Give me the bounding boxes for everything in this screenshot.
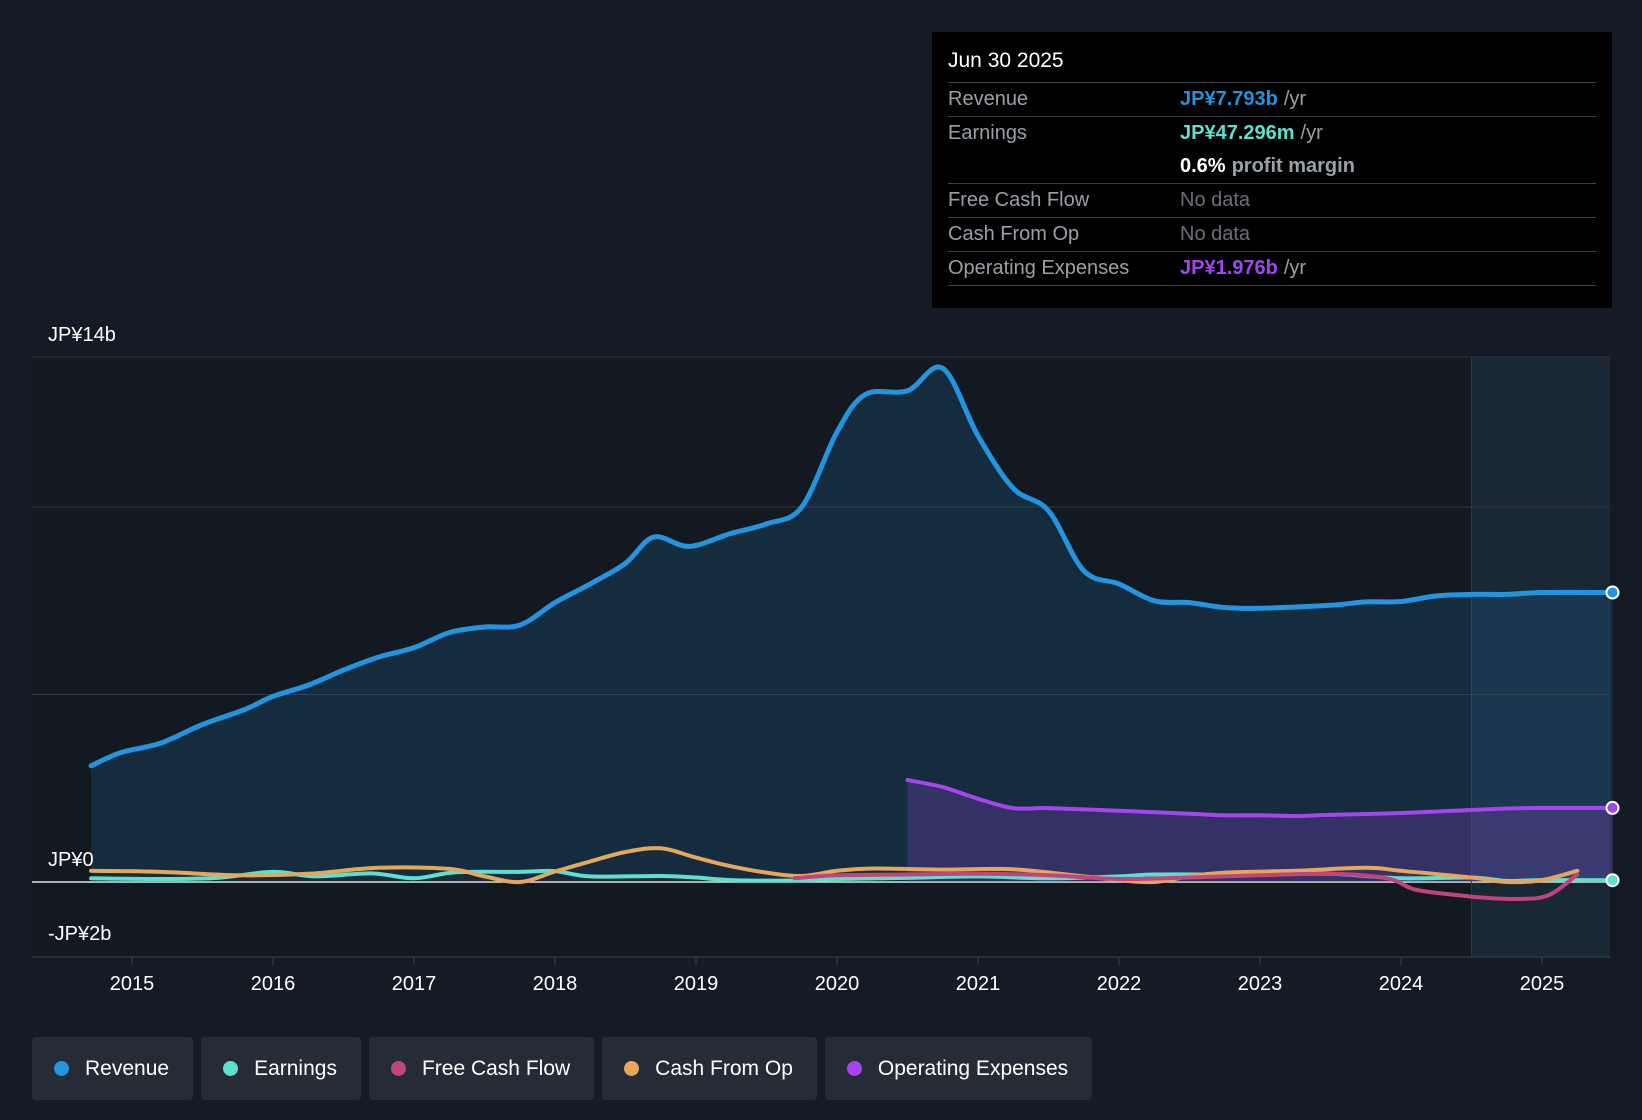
tooltip-date: Jun 30 2025	[948, 46, 1596, 83]
series-lines	[88, 364, 1615, 901]
y-axis-label: JP¥14b	[48, 324, 116, 346]
x-axis-ticks: 2015 2016 2017 2018 2019 2020 2021 2022 2023 2024…	[110, 957, 1565, 995]
revenue-value-group: JP¥7.793b/yr	[1180, 83, 1306, 116]
earnings-end-marker	[1605, 873, 1620, 888]
earnings-value: JP¥47.296m	[1180, 122, 1295, 144]
free-cash-flow-dot-icon	[390, 1061, 406, 1076]
revenue-line	[88, 364, 1615, 769]
legend: Revenue Earnings Free Cash Flow Cash Fro…	[32, 1037, 1093, 1100]
cfo-value: No data	[1180, 223, 1251, 245]
revenue-area	[91, 366, 1613, 882]
operating-expenses-line	[905, 778, 1615, 819]
x-tick-label: 2025	[1520, 973, 1565, 995]
operating-expenses-end-marker	[1605, 800, 1620, 815]
opex-unit: /yr	[1283, 257, 1307, 279]
x-tick-label: 2021	[956, 973, 1001, 995]
x-tick-label: 2020	[815, 973, 860, 995]
x-tick-label: 2016	[251, 973, 296, 995]
margin-spacer	[948, 150, 1180, 183]
tooltip-row-earnings: Earnings JP¥47.296m/yr	[948, 117, 1596, 150]
x-tick-label: 2017	[392, 973, 437, 995]
y-axis-label: JP¥0	[48, 849, 94, 871]
revenue-end-marker	[1605, 585, 1620, 600]
x-tick-label: 2022	[1097, 973, 1142, 995]
legend-item-revenue[interactable]: Revenue	[32, 1037, 194, 1100]
revenue-label: Revenue	[948, 88, 1029, 110]
margin-group: 0.6% profit margin	[1180, 150, 1355, 183]
revenue-unit: /yr	[1283, 88, 1307, 110]
tooltip-row-opex: Operating Expenses JP¥1.976b/yr	[948, 252, 1596, 286]
y-axis-label: -JP¥2b	[48, 923, 111, 945]
profit-margin-text: profit margin	[1231, 155, 1355, 177]
legend-label: Operating Expenses	[877, 1056, 1069, 1080]
x-tick-label: 2015	[110, 973, 155, 995]
tooltip-row-revenue: Revenue JP¥7.793b/yr	[948, 83, 1596, 117]
series-areas	[91, 366, 1613, 882]
operating-expenses-area	[907, 780, 1613, 882]
cash-from-op-dot-icon	[624, 1061, 640, 1076]
earnings-unit: /yr	[1300, 122, 1323, 144]
tooltip-row-fcf: Free Cash Flow No data	[948, 184, 1596, 218]
legend-item-operating-expenses[interactable]: Operating Expenses	[824, 1037, 1093, 1100]
opex-label: Operating Expenses	[948, 257, 1130, 279]
profit-margin-value: 0.6%	[1180, 155, 1226, 177]
forecast-region	[1471, 357, 1610, 957]
gridlines	[32, 356, 1610, 958]
legend-label: Cash From Op	[655, 1056, 793, 1080]
earnings-value-group: JP¥47.296m/yr	[1180, 117, 1323, 150]
x-tick-label: 2019	[674, 973, 719, 995]
legend-label: Earnings	[254, 1056, 337, 1080]
legend-item-free-cash-flow[interactable]: Free Cash Flow	[368, 1037, 595, 1100]
y-axis-labels: JP¥14b JP¥0 -JP¥2b	[48, 324, 116, 945]
operating-expenses-dot-icon	[846, 1061, 862, 1076]
opex-value: JP¥1.976b	[1180, 257, 1278, 279]
plot-background	[32, 357, 1472, 957]
revenue-value: JP¥7.793b	[1180, 88, 1278, 110]
fcf-value: No data	[1180, 189, 1251, 211]
opex-value-group: JP¥1.976b/yr	[1180, 252, 1306, 285]
tooltip-row-cfo: Cash From Op No data	[948, 218, 1596, 252]
series-end-markers	[1605, 585, 1620, 888]
free-cash-flow-line	[792, 871, 1580, 901]
earnings-label: Earnings	[948, 122, 1027, 144]
x-tick-label: 2018	[533, 973, 578, 995]
legend-label: Free Cash Flow	[421, 1056, 571, 1080]
x-tick-label: 2024	[1379, 973, 1424, 995]
legend-item-earnings[interactable]: Earnings	[201, 1037, 361, 1100]
legend-label: Revenue	[85, 1056, 170, 1080]
fcf-label: Free Cash Flow	[948, 189, 1090, 211]
x-tick-label: 2023	[1238, 973, 1283, 995]
cash-from-op-line	[89, 846, 1580, 885]
legend-item-cash-from-op[interactable]: Cash From Op	[602, 1037, 817, 1100]
revenue-dot-icon	[54, 1061, 69, 1076]
earnings-dot-icon	[223, 1061, 239, 1076]
cfo-label: Cash From Op	[948, 223, 1080, 245]
tooltip-row-margin: 0.6% profit margin	[948, 150, 1596, 184]
data-tooltip: Jun 30 2025 Revenue JP¥7.793b/yr Earning…	[932, 32, 1612, 308]
